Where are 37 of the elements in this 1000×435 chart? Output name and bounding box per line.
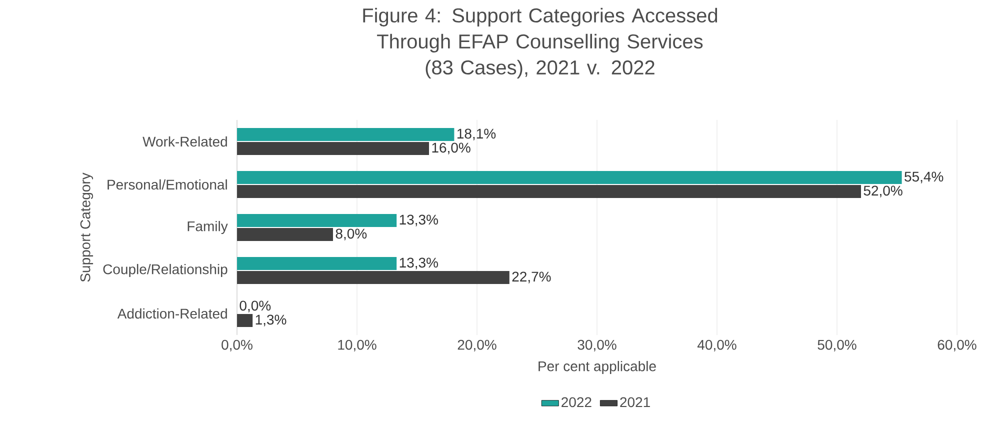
data-label: 55,4% [904, 172, 944, 184]
chart-title: Figure 4: Support Categories Accessed Through EFAP Counselling Services [363, 8, 718, 53]
data-label: 1,3% [256, 314, 286, 326]
y-axis-title: Support Category [80, 172, 94, 282]
data-label: 13,3% [400, 214, 438, 226]
y-tick-label: Work-Related [142, 136, 227, 147]
x-tick-label: 20,0% [458, 340, 496, 352]
legend-label: 2022 [562, 397, 592, 408]
data-label: 16,0% [432, 142, 470, 154]
y-tick-label: Couple/Relationship [103, 264, 228, 278]
x-tick-label: 30,0% [578, 340, 616, 352]
legend-label: 2021 [620, 397, 650, 408]
bar [237, 184, 861, 198]
data-label: 0,0% [240, 300, 271, 312]
bar [237, 270, 510, 284]
chart-subtitle: (83 Cases), 2021 v. 2022 [426, 60, 654, 78]
bar [237, 256, 397, 270]
x-tick-label: 10,0% [338, 340, 376, 352]
data-label: 8,0% [336, 228, 367, 240]
y-tick-label: Family [188, 220, 228, 234]
bar [237, 228, 334, 241]
data-label: 13,3% [400, 258, 438, 270]
data-label: 52,0% [864, 186, 902, 198]
data-label: 22,7% [512, 272, 551, 284]
bar [237, 128, 454, 141]
x-tick-label: 50,0% [818, 340, 856, 352]
x-tick-label: 0,0% [222, 340, 252, 352]
x-tick-label: 60,0% [938, 340, 976, 352]
bar [237, 170, 902, 184]
bar [237, 214, 397, 227]
data-label: 18,1% [457, 128, 496, 140]
x-tick-label: 40,0% [697, 340, 736, 352]
bar [237, 142, 430, 155]
y-tick-label: Personal/Emotional [108, 179, 227, 190]
bar [237, 314, 253, 327]
x-axis-title: Per cent applicable [538, 360, 656, 374]
y-tick-label: Addiction-Related [117, 308, 227, 319]
